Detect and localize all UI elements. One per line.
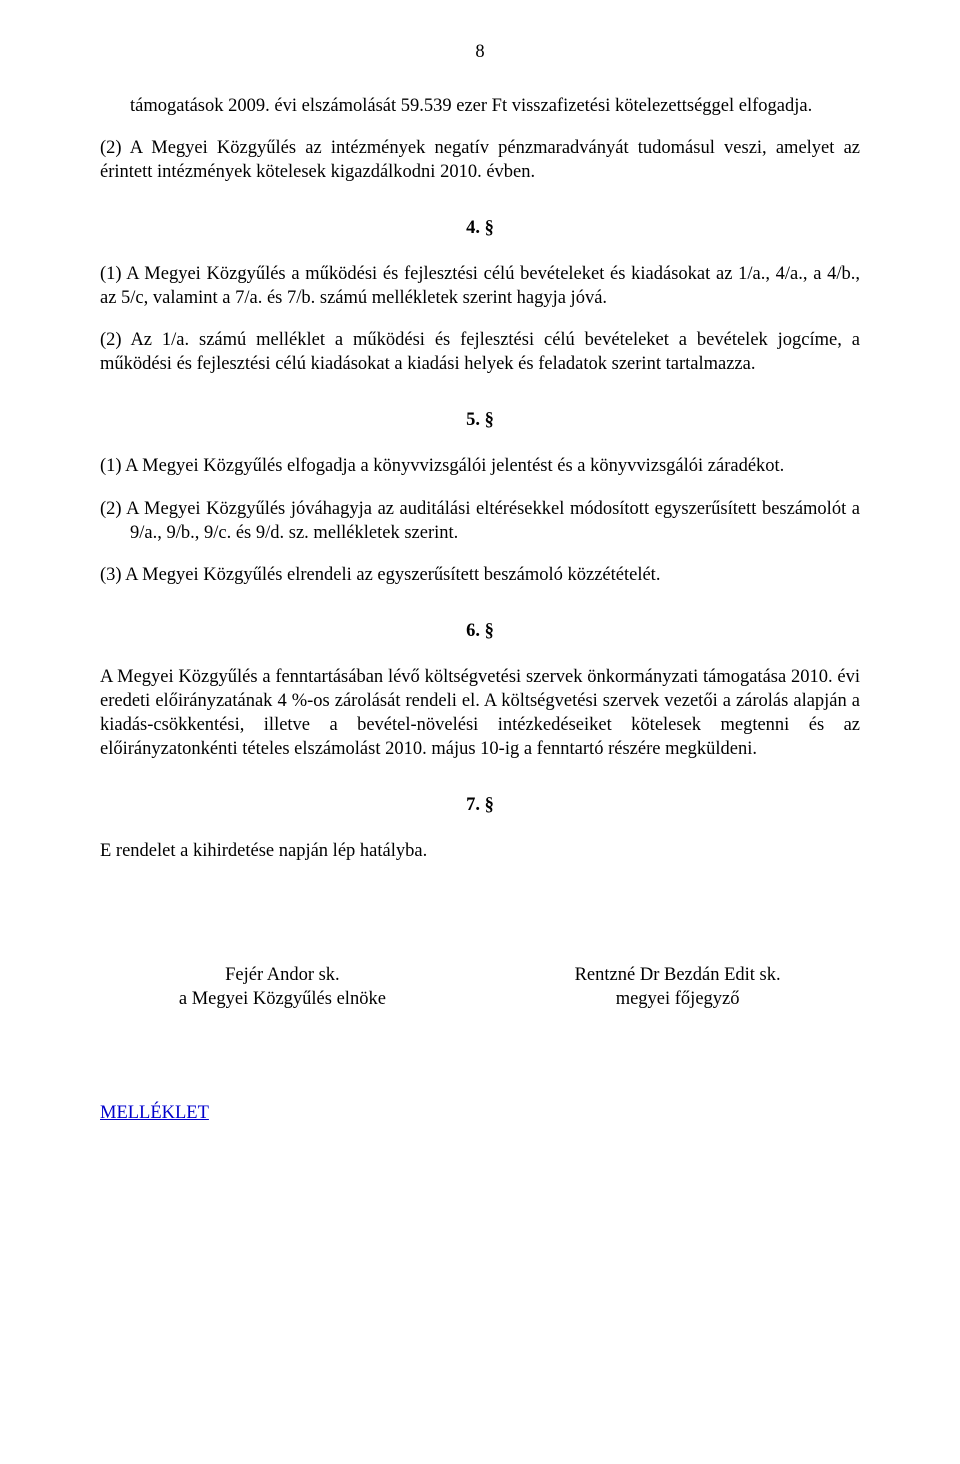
paragraph: támogatások 2009. évi elszámolását 59.53… [100,94,860,118]
paragraph: (2) A Megyei Közgyűlés jóváhagyja az aud… [100,497,860,545]
section-heading-7: 7. § [100,793,860,817]
paragraph: (3) A Megyei Közgyűlés elrendeli az egys… [100,563,860,587]
signature-left: Fejér Andor sk. a Megyei Közgyűlés elnök… [100,963,465,1011]
paragraph: (1) A Megyei Közgyűlés a működési és fej… [100,262,860,310]
paragraph: E rendelet a kihirdetése napján lép hatá… [100,839,860,863]
paragraph: (2) A Megyei Közgyűlés az intézmények ne… [100,136,860,184]
attachment-link[interactable]: MELLÉKLET [100,1101,860,1125]
paragraph: (1) A Megyei Közgyűlés elfogadja a könyv… [100,454,860,478]
document-page: 8 támogatások 2009. évi elszámolását 59.… [0,0,960,1175]
paragraph: A Megyei Közgyűlés a fenntartásában lévő… [100,665,860,761]
page-number: 8 [100,40,860,64]
paragraph: (2) Az 1/a. számú melléklet a működési é… [100,328,860,376]
signer-title: megyei főjegyző [495,987,860,1011]
signer-title: a Megyei Közgyűlés elnöke [100,987,465,1011]
section-heading-6: 6. § [100,619,860,643]
signature-row: Fejér Andor sk. a Megyei Közgyűlés elnök… [100,963,860,1011]
section-heading-5: 5. § [100,408,860,432]
section-heading-4: 4. § [100,216,860,240]
signature-right: Rentzné Dr Bezdán Edit sk. megyei főjegy… [495,963,860,1011]
signer-name: Fejér Andor sk. [100,963,465,987]
signer-name: Rentzné Dr Bezdán Edit sk. [495,963,860,987]
